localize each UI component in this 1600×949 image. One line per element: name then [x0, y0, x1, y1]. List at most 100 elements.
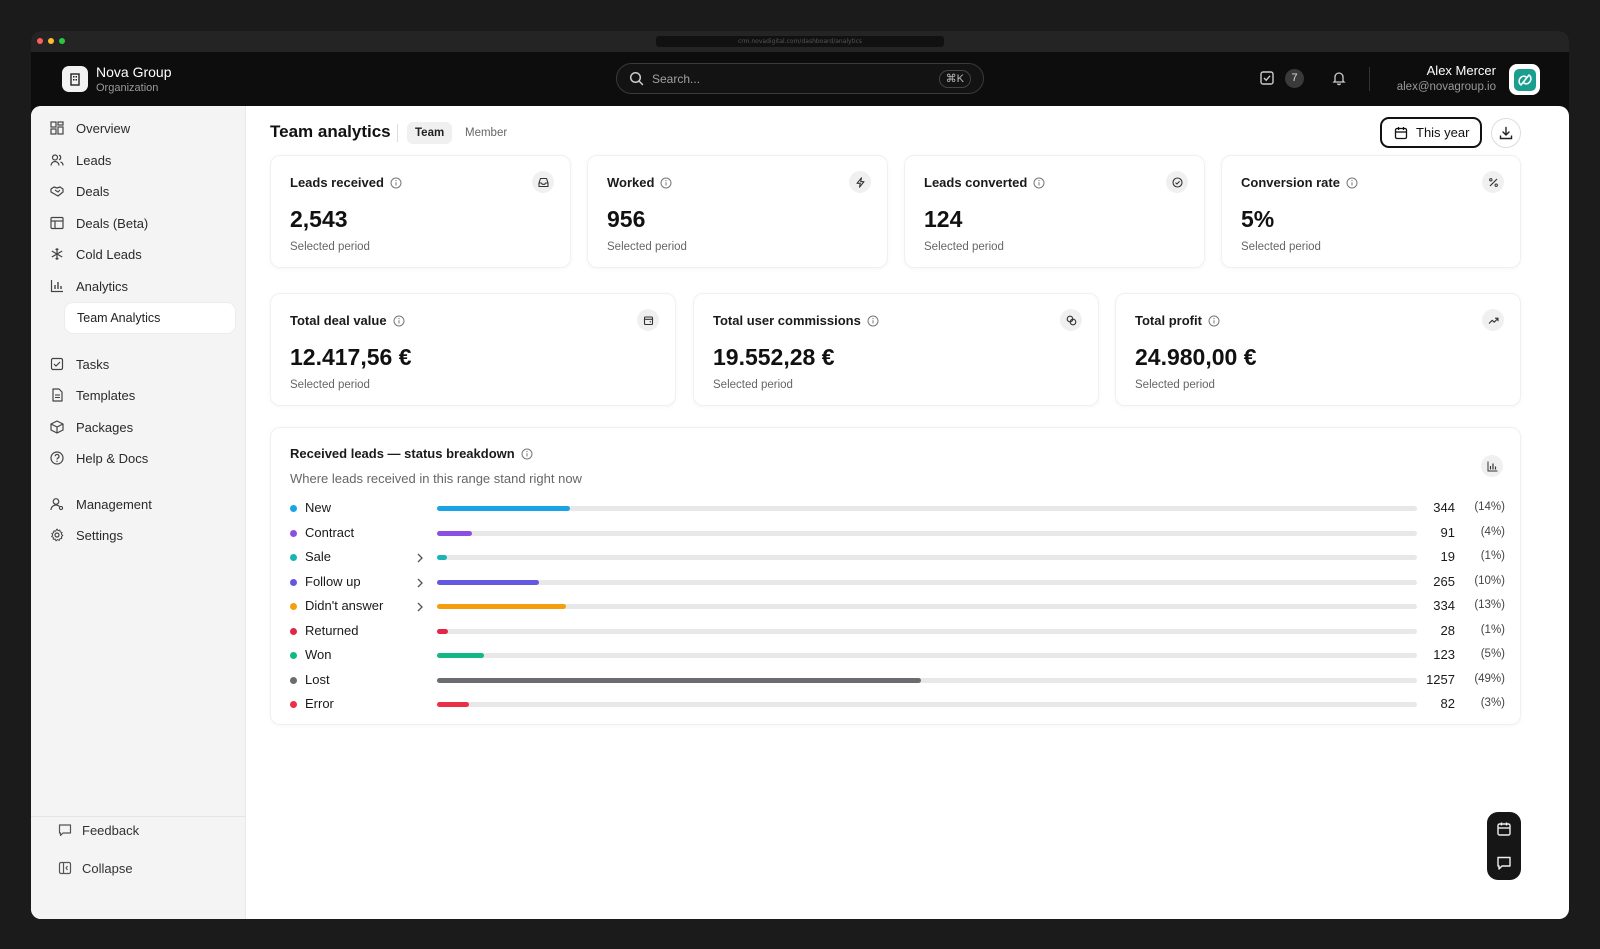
sidebar-item-leads[interactable]: Leads: [50, 147, 111, 173]
kpi-sub: Selected period: [607, 241, 687, 253]
sidebar-item-overview[interactable]: Overview: [50, 115, 130, 141]
status-dot: [290, 627, 297, 635]
user-name[interactable]: Alex Mercer: [1426, 63, 1496, 78]
status-bar-track: [437, 506, 1417, 511]
status-breakdown-card: Received leads — status breakdown Where …: [270, 427, 1521, 725]
money-value: 24.980,00 €: [1135, 344, 1257, 370]
status-row: Error 82 (3%): [290, 695, 1505, 715]
status-bar-fill: [437, 702, 469, 707]
sidebar: Overview Leads Deals Deals (Beta) Cold L…: [31, 106, 246, 919]
money-label: Total user commissions: [713, 313, 861, 328]
status-bar-fill: [437, 604, 566, 609]
tab-member[interactable]: Member: [465, 127, 508, 139]
info-icon[interactable]: [1033, 177, 1045, 189]
money-label: Total deal value: [290, 313, 387, 328]
page-title: Team analytics: [270, 122, 391, 141]
breakdown-title: Received leads — status breakdown: [290, 446, 515, 461]
sidebar-item-deals-beta[interactable]: Deals (Beta): [50, 210, 148, 236]
file-icon: [52, 388, 63, 402]
search-input[interactable]: Search... ⌘K: [616, 63, 984, 94]
sidebar-item-analytics[interactable]: Analytics: [50, 273, 128, 299]
sidebar-item-label: Cold Leads: [76, 246, 142, 262]
user-cog-icon: [50, 498, 64, 511]
sidebar-item-tasks[interactable]: Tasks: [50, 351, 109, 377]
close-window-dot[interactable]: [37, 38, 43, 44]
sidebar-item-packages[interactable]: Packages: [50, 414, 133, 440]
sidebar-collapse-icon: [58, 861, 72, 875]
kpi-card-worked: Worked 956 Selected period: [587, 155, 888, 268]
sidebar-item-label: Packages: [76, 419, 134, 435]
period-select-button[interactable]: This year: [1380, 117, 1482, 148]
kpi-label-row: Leads converted: [924, 175, 1045, 190]
handshake-icon: [50, 186, 64, 197]
download-button[interactable]: [1491, 118, 1521, 148]
feedback-label: Feedback: [82, 822, 140, 838]
sidebar-item-help-docs[interactable]: Help & Docs: [50, 445, 148, 471]
sidebar-item-cold-leads[interactable]: Cold Leads: [50, 241, 142, 267]
sidebar-item-settings[interactable]: Settings: [50, 522, 123, 548]
chevron-right-icon[interactable]: [415, 552, 425, 564]
tab-team[interactable]: Team: [407, 122, 453, 144]
feedback-button[interactable]: Feedback: [58, 818, 139, 842]
address-bar[interactable]: crm.novadigital.com/dashboard/analytics: [656, 36, 944, 47]
status-row[interactable]: Follow up 265 (10%): [290, 573, 1505, 593]
status-row[interactable]: Sale 19 (1%): [290, 548, 1505, 568]
chart-toggle-button[interactable]: [1481, 455, 1503, 477]
sidebar-item-label: Templates: [76, 387, 136, 403]
task-count-badge[interactable]: 7: [1285, 69, 1304, 88]
sidebar-item-deals[interactable]: Deals: [50, 178, 109, 204]
org-subtitle: Organization: [96, 82, 159, 94]
status-bar-track: [437, 653, 1417, 658]
calendar-icon[interactable]: [1496, 821, 1512, 837]
info-icon[interactable]: [393, 315, 405, 327]
money-card-total-user-commissions: Total user commissions 19.552,28 € Selec…: [693, 293, 1099, 406]
info-icon[interactable]: [1346, 177, 1358, 189]
status-percent: (14%): [1474, 501, 1505, 513]
status-bar-track: [437, 702, 1417, 707]
bell-icon[interactable]: [1331, 70, 1347, 86]
status-dot: [290, 578, 297, 586]
info-icon[interactable]: [660, 177, 672, 189]
sidebar-item-label: Deals: [76, 183, 110, 199]
tasks-icon[interactable]: [1259, 70, 1275, 86]
sidebar-item-management[interactable]: Management: [50, 491, 152, 517]
info-icon[interactable]: [1208, 315, 1220, 327]
status-count: 1257: [1426, 671, 1455, 687]
minimize-window-dot[interactable]: [48, 38, 54, 44]
org-logo[interactable]: [62, 66, 88, 92]
money-value: 12.417,56 €: [290, 344, 412, 370]
collapse-label: Collapse: [82, 860, 133, 876]
org-name[interactable]: Nova Group: [96, 64, 172, 80]
chevron-right-icon[interactable]: [415, 577, 425, 589]
status-name: New: [305, 500, 332, 515]
users-icon: [50, 154, 64, 166]
chat-icon[interactable]: [1496, 855, 1512, 871]
status-row: Returned 28 (1%): [290, 622, 1505, 642]
collapse-button[interactable]: Collapse: [58, 856, 133, 880]
info-icon[interactable]: [390, 177, 402, 189]
sidebar-item-templates[interactable]: Templates: [50, 382, 135, 408]
status-percent: (3%): [1480, 697, 1505, 709]
kpi-value: 124: [924, 206, 963, 232]
status-count: 123: [1433, 647, 1455, 662]
money-sub: Selected period: [713, 379, 793, 391]
breakdown-subtitle: Where leads received in this range stand…: [290, 471, 582, 486]
package-icon: [50, 420, 64, 434]
title-divider: [397, 124, 398, 142]
trending-up-icon: [1482, 309, 1504, 331]
money-label-row: Total user commissions: [713, 313, 879, 328]
status-row[interactable]: Didn't answer 334 (13%): [290, 597, 1505, 617]
status-bar-fill: [437, 653, 485, 658]
maximize-window-dot[interactable]: [59, 38, 65, 44]
kpi-label: Leads received: [290, 175, 384, 190]
info-icon[interactable]: [521, 448, 533, 460]
browser-chrome: crm.novadigital.com/dashboard/analytics: [31, 31, 1569, 52]
gear-icon: [51, 528, 64, 542]
sidebar-divider: [31, 816, 245, 817]
avatar[interactable]: [1509, 64, 1540, 95]
chevron-right-icon[interactable]: [415, 601, 425, 613]
sidebar-item-team-analytics[interactable]: Team Analytics: [65, 303, 235, 333]
app-body: Overview Leads Deals Deals (Beta) Cold L…: [31, 106, 1569, 919]
status-bar-fill: [437, 677, 922, 683]
info-icon[interactable]: [867, 315, 879, 327]
